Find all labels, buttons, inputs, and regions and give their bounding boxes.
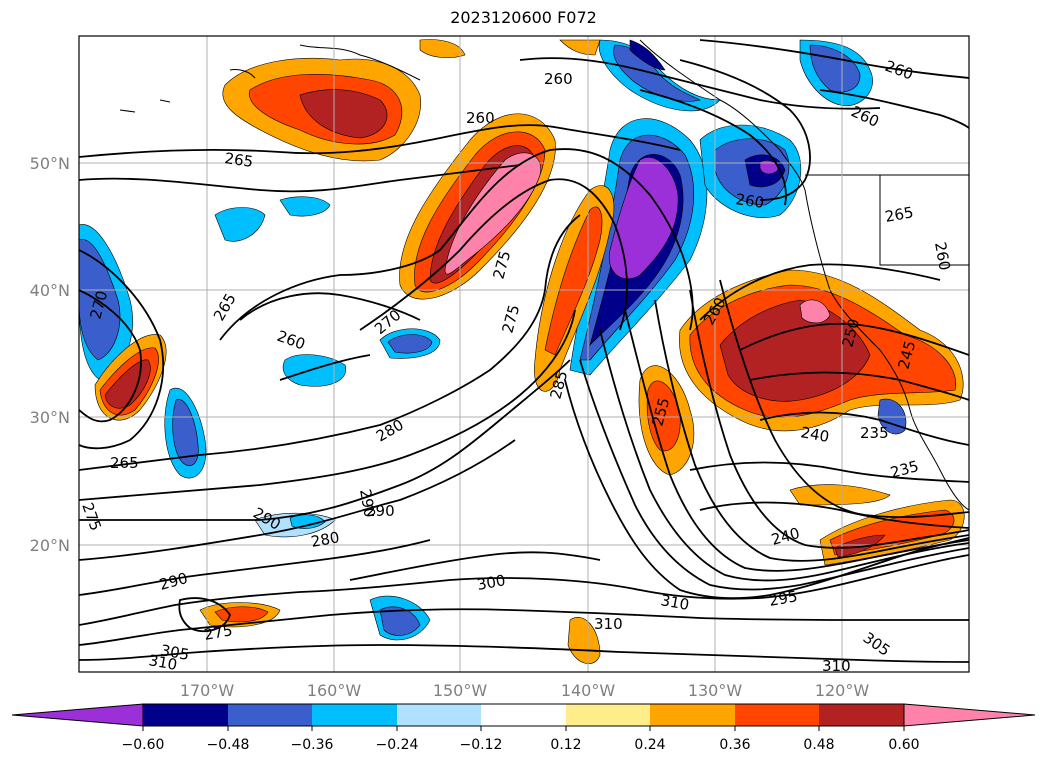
lat-label: 30°N — [30, 408, 70, 427]
latitude-labels: 50°N 40°N 30°N 20°N — [30, 154, 70, 555]
contour-label: 275 — [203, 621, 234, 644]
contour-label: 290 — [366, 502, 395, 520]
contour-label: 240 — [799, 423, 830, 446]
colorbar-tick-label: −0.36 — [291, 737, 334, 753]
lon-label: 170°W — [180, 681, 235, 700]
colorbar-segment — [481, 704, 566, 726]
coastlines — [119, 39, 969, 511]
colorbar: −0.60 −0.48 −0.36 −0.24 −0.12 0.12 0.24 … — [11, 703, 1036, 753]
contour-label: 235 — [860, 424, 889, 442]
contour-label: 305 — [159, 641, 190, 664]
colorbar-tick-label: 0.12 — [550, 737, 581, 753]
colorbar-segment — [228, 704, 312, 726]
contour-label: 310 — [822, 657, 851, 675]
colorbar-tick-label: −0.12 — [460, 737, 503, 753]
contour-label: 295 — [768, 587, 799, 610]
colorbar-segment — [566, 704, 650, 726]
lat-label: 40°N — [30, 281, 70, 300]
lat-label: 20°N — [30, 536, 70, 555]
colorbar-segment — [650, 704, 735, 726]
contour-label: 260 — [544, 70, 573, 88]
colorbar-tick-label: −0.24 — [376, 737, 419, 753]
colorbar-segment — [312, 704, 397, 726]
contour-label: 310 — [594, 615, 623, 633]
plot-title: 2023120600 F072 — [450, 8, 597, 27]
colorbar-segment — [397, 704, 481, 726]
map-frame — [78, 35, 970, 673]
colorbar-extend-low — [11, 703, 144, 727]
contour-label: 310 — [147, 651, 178, 674]
contour-label: 265 — [884, 203, 915, 226]
contour-lines — [79, 39, 969, 663]
lon-label: 130°W — [688, 681, 743, 700]
colorbar-segment — [735, 704, 819, 726]
contour-label: 310 — [659, 591, 690, 614]
colorbar-tick-label: −0.60 — [122, 737, 165, 753]
colorbar-tick-label: 0.48 — [803, 737, 834, 753]
contour-label: 280 — [310, 528, 341, 551]
colorbar-tick-label: 0.60 — [888, 737, 919, 753]
colorbar-extend-high — [903, 703, 1036, 727]
shaded-field — [79, 39, 965, 664]
lon-label: 160°W — [307, 681, 362, 700]
colorbar-tick-label: −0.48 — [207, 737, 250, 753]
contour-label: 290 — [356, 488, 379, 519]
map-panel: 260 260 260 260 265 260 260 265 270 275 … — [79, 36, 969, 675]
lon-label: 150°W — [433, 681, 488, 700]
lon-label: 140°W — [561, 681, 616, 700]
graticule — [79, 36, 969, 672]
lat-label: 50°N — [30, 154, 70, 173]
lon-label: 120°W — [815, 681, 870, 700]
colorbar-tick-label: 0.36 — [719, 737, 750, 753]
contour-label: 260 — [734, 190, 765, 212]
contour-label: 260 — [931, 241, 954, 272]
colorbar-segment — [819, 704, 904, 726]
contour-label: 265 — [110, 454, 139, 472]
colorbar-segment — [143, 704, 228, 726]
contour-label: 265 — [223, 149, 254, 171]
contour-label: 260 — [466, 109, 495, 127]
colorbar-tick-label: 0.24 — [634, 737, 665, 753]
contour-label: 300 — [476, 571, 507, 594]
longitude-labels: 170°W 160°W 150°W 140°W 130°W 120°W — [180, 681, 870, 700]
